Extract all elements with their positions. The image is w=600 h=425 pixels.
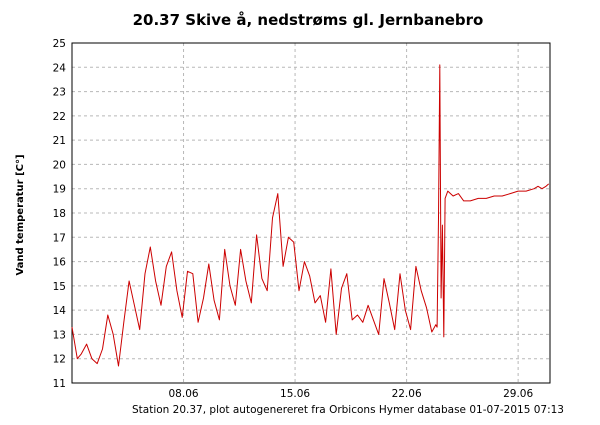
y-axis-label: Vand temperatur [C°] xyxy=(15,154,26,275)
y-tick-label: 11 xyxy=(53,378,66,390)
y-tick-label: 25 xyxy=(53,38,66,50)
y-tick-label: 16 xyxy=(53,257,67,269)
y-tick-label: 13 xyxy=(53,329,66,341)
x-tick-label: 08.06 xyxy=(169,388,199,400)
y-tick-label: 22 xyxy=(53,111,66,123)
y-tick-label: 18 xyxy=(53,208,66,220)
x-tick-label: 15.06 xyxy=(280,388,310,400)
y-tick-label: 20 xyxy=(53,159,66,171)
temperature-series-line xyxy=(71,64,550,367)
y-tick-label: 17 xyxy=(53,232,66,244)
y-tick-label: 19 xyxy=(53,184,66,196)
x-axis-ticks: 08.06 15.06 22.06 29.06 xyxy=(169,388,534,400)
x-tick-label: 22.06 xyxy=(392,388,422,400)
y-tick-label: 12 xyxy=(53,354,66,366)
plot-frame xyxy=(71,42,551,384)
y-tick-label: 21 xyxy=(53,135,66,147)
y-tick-label: 24 xyxy=(53,62,67,74)
y-axis-ticks: 11 12 13 14 15 16 17 18 19 20 21 22 23 24 25 xyxy=(53,38,67,390)
chart-footer: Station 20.37, plot autogenereret fra Or… xyxy=(132,404,564,416)
y-tick-label: 23 xyxy=(53,87,66,99)
y-tick-label: 15 xyxy=(53,281,66,293)
chart-title: 20.37 Skive å, nedstrøms gl. Jernbanebro xyxy=(133,11,484,29)
y-tick-label: 14 xyxy=(53,305,67,317)
grid-lines xyxy=(72,43,550,383)
x-tick-label: 29.06 xyxy=(503,388,533,400)
